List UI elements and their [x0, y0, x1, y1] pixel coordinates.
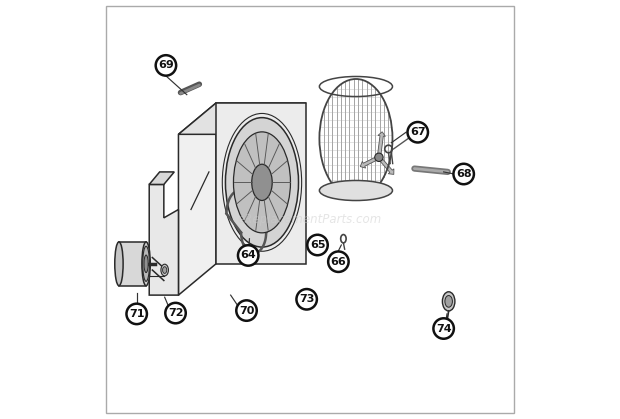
- Text: 71: 71: [129, 309, 144, 319]
- Text: 70: 70: [239, 305, 254, 316]
- FancyArrow shape: [378, 156, 394, 174]
- Text: 64: 64: [241, 251, 256, 261]
- Text: 74: 74: [436, 323, 451, 334]
- Text: 67: 67: [410, 127, 425, 137]
- Ellipse shape: [162, 267, 167, 273]
- Circle shape: [126, 304, 147, 324]
- Text: 66: 66: [330, 257, 347, 267]
- Ellipse shape: [234, 132, 291, 233]
- Circle shape: [308, 235, 328, 255]
- Polygon shape: [179, 103, 216, 295]
- Ellipse shape: [226, 118, 298, 247]
- Text: 72: 72: [168, 308, 184, 318]
- Ellipse shape: [445, 295, 453, 307]
- Ellipse shape: [443, 292, 455, 311]
- Text: 73: 73: [299, 294, 314, 304]
- Ellipse shape: [252, 164, 272, 200]
- Circle shape: [374, 153, 383, 161]
- FancyArrow shape: [360, 156, 379, 168]
- Text: 65: 65: [310, 240, 326, 250]
- Circle shape: [236, 300, 257, 321]
- Circle shape: [453, 164, 474, 184]
- Ellipse shape: [144, 255, 148, 272]
- Polygon shape: [149, 172, 174, 184]
- Polygon shape: [179, 103, 306, 134]
- Circle shape: [238, 245, 259, 266]
- Polygon shape: [149, 184, 179, 295]
- Circle shape: [328, 251, 348, 272]
- FancyArrow shape: [377, 132, 386, 158]
- Polygon shape: [216, 103, 306, 264]
- Ellipse shape: [115, 242, 123, 286]
- Text: 68: 68: [456, 169, 471, 179]
- Circle shape: [407, 122, 428, 142]
- Circle shape: [166, 303, 186, 323]
- Ellipse shape: [319, 181, 392, 201]
- Circle shape: [296, 289, 317, 310]
- Text: 69: 69: [158, 60, 174, 70]
- Circle shape: [433, 318, 454, 339]
- Circle shape: [156, 55, 176, 76]
- Ellipse shape: [161, 264, 169, 276]
- Ellipse shape: [143, 246, 149, 281]
- Ellipse shape: [142, 242, 150, 286]
- Text: eReplacementParts.com: eReplacementParts.com: [238, 213, 382, 226]
- Polygon shape: [119, 242, 146, 286]
